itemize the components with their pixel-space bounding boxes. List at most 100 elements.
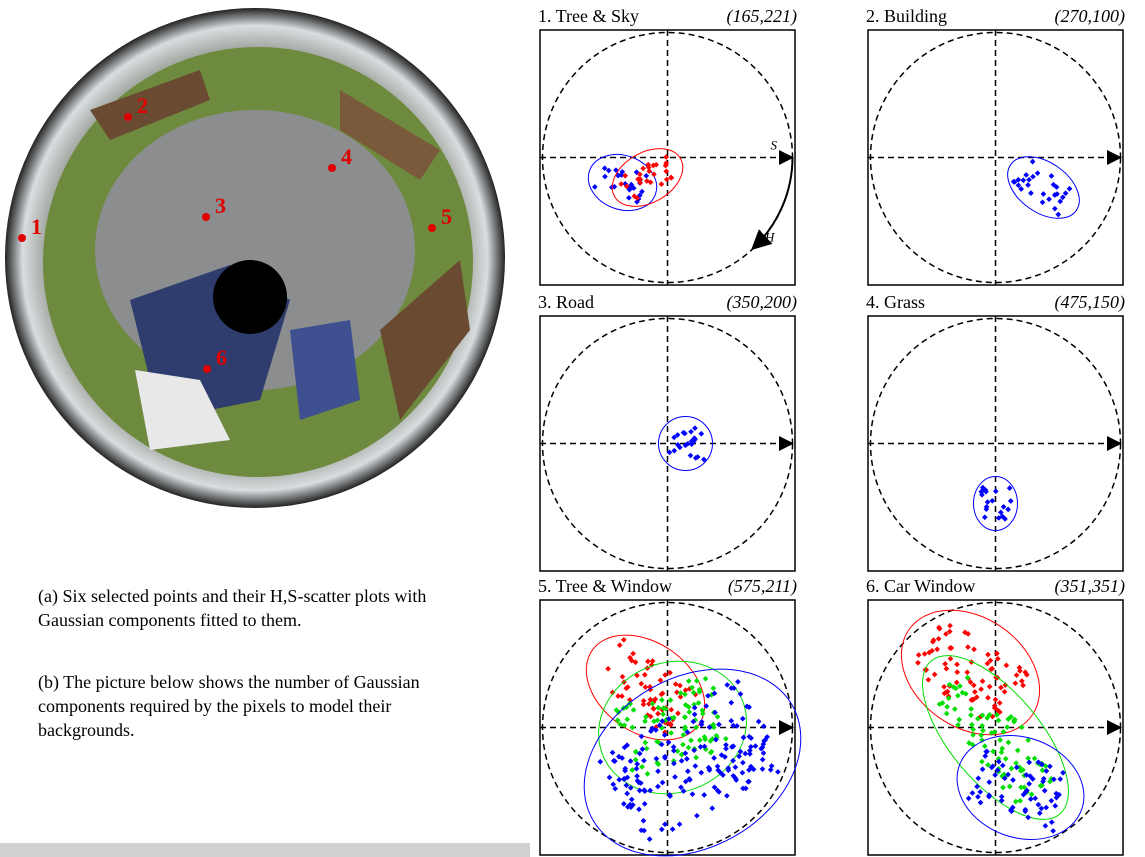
sample-dot: [964, 669, 970, 675]
sample-dot: [669, 175, 675, 181]
point-marker: [202, 213, 210, 221]
sample-dot: [624, 791, 630, 797]
sample-dot: [682, 691, 688, 697]
panel-title: 4. Grass: [866, 292, 925, 312]
sample-dot: [999, 749, 1005, 755]
point-marker: [428, 224, 436, 232]
sample-dot: [1028, 796, 1034, 802]
sample-dot: [1026, 760, 1032, 766]
sample-dot: [956, 717, 962, 723]
sample-dot: [769, 763, 775, 769]
point-label: 2: [137, 93, 148, 118]
sample-dot: [1035, 170, 1041, 176]
sample-dot: [639, 764, 645, 770]
sample-dot: [641, 758, 647, 764]
sample-dot: [650, 658, 656, 664]
panel-title: 1. Tree & Sky: [538, 6, 639, 26]
scatter-panel: 5. Tree & Window(575,211): [538, 576, 835, 857]
sample-dot: [1049, 819, 1055, 825]
sample-dot: [975, 775, 981, 781]
bottom-strip: [0, 843, 530, 857]
caption: (a) Six selected points and their H,S-sc…: [38, 584, 478, 632]
panel-title: 2. Building: [866, 6, 947, 26]
sample-dot: [999, 794, 1005, 800]
sample-dot: [698, 431, 704, 437]
sample-dot: [1019, 724, 1025, 730]
sample-dot: [741, 735, 747, 741]
s-label: S: [771, 138, 778, 153]
sample-dot: [955, 693, 961, 699]
sample-dot: [1007, 784, 1013, 790]
sample-dot: [1025, 815, 1031, 821]
sample-dot: [775, 769, 781, 775]
sample-dot: [740, 770, 746, 776]
sample-dot: [621, 801, 627, 807]
point-marker: [203, 365, 211, 373]
sample-dot: [740, 716, 746, 722]
panel-title: 6. Car Window: [866, 576, 975, 596]
sample-dot: [690, 791, 696, 797]
sample-dot: [670, 826, 676, 832]
caption: (b) The picture below shows the number o…: [38, 670, 478, 742]
sample-dot: [616, 777, 622, 783]
sample-dot: [970, 790, 976, 796]
sample-dot: [728, 700, 734, 706]
sample-dot: [954, 680, 960, 686]
sample-dot: [592, 184, 598, 190]
sample-dot: [1067, 186, 1073, 192]
sample-dot: [715, 764, 721, 770]
sample-dot: [1000, 785, 1006, 791]
sample-dot: [768, 767, 774, 773]
sample-dot: [997, 737, 1003, 743]
sample-dot: [685, 768, 691, 774]
sample-dot: [651, 706, 657, 712]
sample-dot: [684, 756, 690, 762]
sample-dot: [680, 742, 686, 748]
sample-dot: [968, 712, 974, 718]
point-label: 6: [216, 345, 227, 370]
sample-dot: [671, 744, 677, 750]
sample-dot: [710, 685, 716, 691]
sample-dot: [694, 813, 700, 819]
panel-coords: (270,100): [1055, 6, 1126, 27]
sample-dot: [675, 711, 681, 717]
sample-dot: [1032, 795, 1038, 801]
sample-dot: [1042, 788, 1048, 794]
sample-dot: [724, 793, 730, 799]
sample-dot: [1046, 196, 1052, 202]
sample-dot: [983, 749, 989, 755]
sample-dot: [1023, 172, 1029, 178]
sample-dot: [969, 722, 975, 728]
sample-dot: [997, 700, 1003, 706]
sample-dot: [629, 797, 635, 803]
sample-dot: [1002, 689, 1008, 695]
sample-dot: [715, 714, 721, 720]
sample-dot: [655, 768, 661, 774]
sample-dot: [678, 690, 684, 696]
sample-dot: [1015, 748, 1021, 754]
sample-dot: [622, 173, 628, 179]
sample-dot: [1017, 668, 1023, 674]
sample-dot: [639, 734, 645, 740]
panel-coords: (350,200): [727, 292, 798, 313]
sample-dot: [693, 755, 699, 761]
sample-dot: [668, 730, 674, 736]
scatter-panel: 3. Road(350,200): [538, 292, 797, 571]
sample-dot: [643, 173, 649, 179]
point-label: 3: [215, 193, 226, 218]
sample-dot: [760, 757, 766, 763]
panel-frame: [540, 316, 795, 571]
scatter-panel: 4. Grass(475,150): [866, 292, 1125, 571]
sample-dot: [1006, 740, 1012, 746]
sample-dot: [980, 766, 986, 772]
sample-dot: [944, 711, 950, 717]
sample-dot: [671, 448, 677, 454]
sample-dot: [686, 678, 692, 684]
sample-dot: [646, 168, 652, 174]
point-label: 1: [31, 214, 42, 239]
sample-dot: [1044, 768, 1050, 774]
sample-dot: [640, 746, 646, 752]
sample-dot: [978, 732, 984, 738]
gaussian-component: [550, 631, 834, 857]
scatter-panel: 1. Tree & Sky(165,221)SH: [538, 6, 797, 285]
